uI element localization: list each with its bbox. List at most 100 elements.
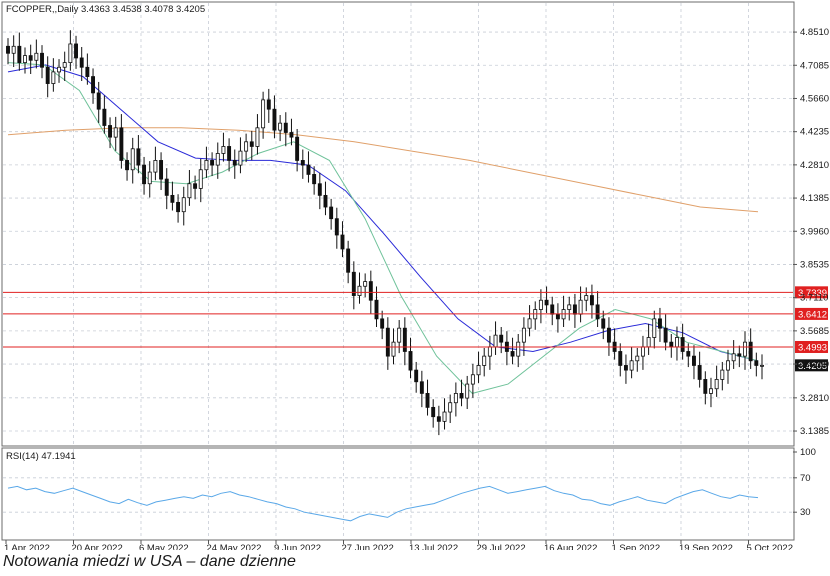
candle-body-bearish [85, 66, 90, 77]
candle-body-bearish [385, 327, 390, 357]
candle-body-bearish [28, 55, 33, 61]
rsi-line [7, 485, 759, 522]
candle-body-bearish [351, 271, 356, 296]
candle-body-bearish [431, 406, 436, 418]
candle-body-bullish [470, 374, 475, 385]
x-tick-label: 1 Apr 2022 [4, 543, 50, 550]
price-level-badge [795, 307, 828, 320]
candle-body-bullish [181, 197, 186, 213]
candle-body-bullish [51, 71, 56, 84]
candle-body-bearish [459, 393, 464, 399]
candle-body-bullish [726, 360, 730, 371]
candle-body-bullish [34, 52, 39, 61]
candle-body-bearish [657, 318, 662, 329]
price-level-label: 3.7339 [798, 288, 827, 299]
candle-body-bearish [589, 295, 594, 306]
candle-body-bullish [278, 122, 283, 131]
x-tick-label: 5 Oct 2022 [747, 543, 793, 550]
candle-body-bullish [720, 369, 725, 380]
candle-body-bullish [476, 365, 481, 376]
candle-body-bearish [323, 194, 328, 208]
candle-body-bullish [221, 146, 226, 154]
price-level-label: 3.4993 [798, 342, 827, 353]
candle-body-bearish [164, 178, 169, 196]
candle-body-bullish [652, 318, 657, 338]
candle-body-bearish [436, 416, 441, 422]
y-tick-label: 4.1385 [800, 193, 829, 204]
candle-body-bullish [397, 327, 402, 343]
candle-body-bearish [499, 334, 504, 343]
candle-body-bearish [601, 318, 606, 329]
candle-body-bearish [754, 360, 759, 366]
candle-body-bullish [113, 127, 118, 138]
candle-body-bearish [159, 160, 164, 180]
y-tick-label: 3.2810 [800, 393, 829, 404]
candle-body-bearish [91, 76, 95, 94]
x-tick-label: 6 May 2022 [139, 543, 189, 550]
candle-body-bearish [419, 381, 424, 394]
candle-body-bearish [306, 164, 311, 175]
candle-body-bearish [663, 327, 668, 343]
candle-body-bearish [210, 160, 215, 166]
candle-body-bearish [380, 318, 385, 329]
price-panel-frame [1, 1, 795, 447]
x-tick-label: 1 Sep 2022 [612, 543, 661, 550]
candle-body-bearish [555, 313, 560, 320]
price-level-badge [795, 286, 828, 299]
candle-body-bullish [147, 171, 152, 185]
candle-body-bearish [119, 127, 124, 161]
moving-average-mid-line [7, 64, 759, 362]
candle-body-bullish [465, 383, 470, 399]
date-axis: 1 Apr 2022 20 Apr 2022 6 May 2022 24 May 20… [4, 540, 793, 550]
candle-body-bullish [244, 141, 249, 152]
rsi-panel-frame [1, 447, 795, 541]
grid-lines [3, 3, 793, 539]
candle-body-bullish [448, 402, 453, 413]
candle-body-bullish [482, 355, 487, 366]
candle-body-bearish [425, 393, 430, 408]
candle-body-bullish [493, 334, 498, 348]
candle-body-bullish [709, 388, 713, 394]
candle-body-bearish [40, 52, 44, 68]
candle-body-bearish [703, 379, 708, 394]
x-tick-label: 13 Jul 2022 [409, 543, 458, 550]
candle-body-bullish [130, 148, 135, 171]
rsi-tick-label: 100 [800, 447, 816, 458]
candle-body-bearish [125, 160, 130, 171]
x-tick-label: 27 Jun 2022 [342, 543, 394, 550]
candle-body-bearish [136, 148, 141, 166]
candle-body-bearish [329, 206, 334, 220]
candle-body-bearish [232, 160, 237, 166]
price-axis: 4.8510 4.7085 4.5660 4.4235 4.2810 4.1385 3.99… [793, 27, 829, 437]
candle-body-bullish [261, 99, 266, 129]
x-tick-label: 19 Sep 2022 [679, 543, 733, 550]
candle-body-bullish [391, 341, 396, 357]
y-tick-label: 3.5685 [800, 326, 829, 337]
x-tick-label: 24 May 2022 [207, 543, 262, 550]
candle-body-bearish [272, 108, 277, 131]
horizontal-levels: 3.7339 3.6412 3.4993 3.4205 [3, 286, 828, 372]
last-price-badge [795, 359, 828, 372]
candle-body-bearish [193, 183, 198, 189]
chart-caption: Notowania miedzi w USA – dane dzienne [3, 553, 296, 570]
y-tick-label: 4.7085 [800, 60, 829, 71]
candle-body-bearish [697, 365, 702, 380]
y-tick-label: 4.5660 [800, 93, 829, 104]
candle-body-bullish [584, 295, 589, 301]
candle-body-bullish [153, 160, 158, 173]
candle-body-bearish [6, 45, 10, 54]
candle-body-bearish [176, 201, 181, 213]
candle-body-bullish [204, 160, 209, 171]
rsi-label: RSI(14) 47.1941 [6, 451, 76, 462]
rsi-axis: 100 70 30 [793, 447, 816, 518]
rsi-tick-label: 30 [800, 507, 811, 518]
candle-body-bullish [527, 318, 532, 329]
candle-body-bearish [249, 141, 254, 147]
candle-body-bullish [714, 379, 719, 390]
candle-body-bearish [317, 183, 322, 196]
candle-body-bullish [215, 153, 220, 166]
candle-body-bullish [57, 66, 61, 73]
candle-body-bullish [62, 62, 67, 68]
candle-body-bullish [238, 150, 243, 166]
candle-body-bullish [629, 360, 634, 371]
